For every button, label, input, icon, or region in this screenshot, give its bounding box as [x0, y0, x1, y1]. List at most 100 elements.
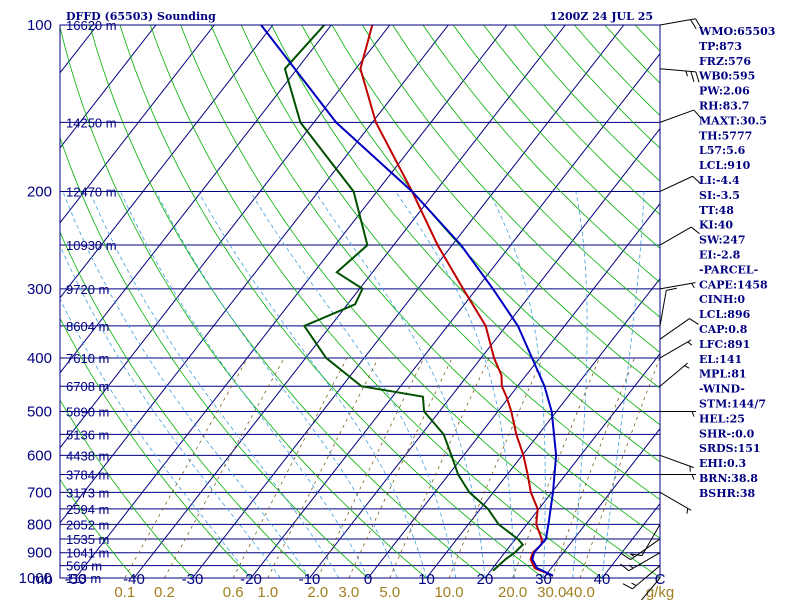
- wind-barb-staff: [659, 226, 692, 246]
- dry-adiabat-line: [60, 231, 310, 578]
- pressure-tick-label: 900: [27, 545, 52, 562]
- side-panel-item: CAPE:1458: [699, 278, 768, 291]
- moist-adiabat-line: [488, 191, 546, 578]
- wind-barb: [660, 474, 696, 480]
- side-panel-item: SHR-:0.0: [699, 427, 755, 440]
- height-label: 8604 m: [66, 319, 109, 334]
- temperature-tick-label: C: [655, 571, 666, 588]
- side-panel-item: LCL:896: [699, 308, 751, 321]
- moist-adiabat-line: [395, 191, 515, 578]
- wind-barb: [640, 577, 661, 600]
- isotherm-line: [60, 25, 391, 449]
- height-label: 7610 m: [66, 351, 109, 366]
- height-label: 16620 m: [66, 18, 117, 33]
- side-panel-item: SRDS:151: [699, 442, 761, 455]
- temperature-tick-label: 0: [364, 571, 372, 588]
- dewpoint-line: [283, 25, 525, 572]
- mixing-ratio-line: [389, 357, 490, 578]
- wind-barb-flag: [689, 318, 699, 325]
- side-panel-item: L57:5.6: [699, 144, 746, 157]
- wind-barb-staff: [659, 491, 692, 511]
- side-panel-item: BSHR:38: [699, 487, 755, 500]
- wind-barb-halfflag: [684, 365, 690, 369]
- mixing-ratio-label: 10.0: [434, 584, 463, 600]
- dry-adiabat-line: [210, 25, 660, 539]
- isotherm-line: [426, 277, 660, 578]
- mixing-ratio-label: 3.0: [338, 584, 359, 600]
- mixing-ratio-label: 5.0: [379, 584, 400, 600]
- wind-barb-halfflag: [629, 553, 635, 558]
- dry-adiabat-line: [60, 136, 369, 578]
- height-label: 113 m: [66, 571, 101, 586]
- height-label: 6708 m: [66, 379, 109, 394]
- parcel-line: [260, 25, 558, 577]
- temperature-tick-label: 20: [477, 571, 494, 588]
- chart-title: DFFD (65503) Sounding: [66, 10, 216, 23]
- wind-barb-staff: [659, 18, 696, 26]
- wind-barb: [659, 362, 690, 387]
- wind-barb-staff: [659, 290, 667, 326]
- dry-adiabat-line: [331, 25, 660, 389]
- wind-barb: [620, 552, 661, 572]
- wind-barb-halfflag: [631, 582, 637, 587]
- moist-adiabat-line: [89, 191, 340, 578]
- wind-barb: [659, 226, 700, 246]
- wind-barb: [621, 538, 661, 561]
- wind-barb-staff: [628, 552, 661, 572]
- pressure-unit-label: mb: [32, 571, 53, 588]
- height-label: 5136 m: [66, 427, 109, 442]
- dry-adiabat-line: [180, 25, 660, 578]
- isotherm-line: [60, 25, 215, 224]
- moist-adiabat-line: [60, 298, 252, 578]
- moist-adiabat-line: [60, 244, 281, 578]
- isotherm-line: [133, 25, 566, 578]
- pressure-tick-label: 700: [27, 484, 52, 501]
- height-label: 14250 m: [66, 115, 117, 130]
- mixing-ratio-line: [232, 357, 348, 578]
- wind-barb-staff: [640, 577, 661, 600]
- side-panel-item: BRN:38.8: [699, 472, 758, 485]
- wind-barb-halfflag: [685, 70, 688, 77]
- wind-barb-halfflag: [686, 508, 689, 514]
- moist-adiabat-line: [155, 191, 398, 578]
- side-panel-item: MAXT:30.5: [699, 114, 767, 127]
- isotherm-line: [309, 127, 660, 578]
- moist-adiabat-line: [198, 191, 427, 578]
- dry-adiabat-line: [271, 25, 660, 463]
- side-panel-item: WMO:65503: [698, 25, 775, 38]
- wind-barb-flag: [693, 109, 702, 119]
- isotherm-line: [75, 25, 508, 578]
- pressure-tick-label: 400: [27, 350, 52, 367]
- temperature-tick-label: 40: [594, 571, 611, 588]
- wind-barb-staff: [641, 524, 661, 556]
- mixing-ratio-label: 0.6: [223, 584, 244, 600]
- wind-barb-staff: [659, 109, 694, 123]
- side-panel-item: CAP:0.8: [699, 323, 748, 336]
- temperature-tick-label: 30: [535, 571, 552, 588]
- dry-adiabat-line: [60, 25, 427, 578]
- wind-barb: [659, 109, 702, 123]
- profiles: [260, 25, 558, 577]
- wind-barb: [660, 411, 696, 417]
- height-label: 9720 m: [66, 282, 109, 297]
- temperature-tick-label: 10: [418, 571, 435, 588]
- wind-barb-flag: [690, 19, 697, 30]
- mixing-ratio-line: [164, 357, 285, 578]
- isotherm-line: [250, 52, 660, 578]
- plot-frame: [59, 24, 661, 579]
- mixing-ratio-label: 0.2: [154, 584, 175, 600]
- side-panel: WMO:65503 TP:873 FRZ:576 WB0:595 PW:2.06 RH:8…: [698, 25, 775, 500]
- dry-adiabat-line: [362, 25, 660, 354]
- wind-barb-staff: [659, 318, 690, 340]
- temperature-tick-label: -10: [299, 571, 321, 588]
- mixing-ratio-line: [512, 357, 600, 578]
- mixing-ratio-label: 30.0: [537, 584, 566, 600]
- mixing-ratio-label: 20.0: [498, 584, 527, 600]
- pressure-tick-label: 100: [27, 17, 52, 34]
- wind-barb-staff: [659, 175, 693, 192]
- wind-barb: [622, 565, 661, 590]
- wind-barb-halfflag: [628, 564, 634, 569]
